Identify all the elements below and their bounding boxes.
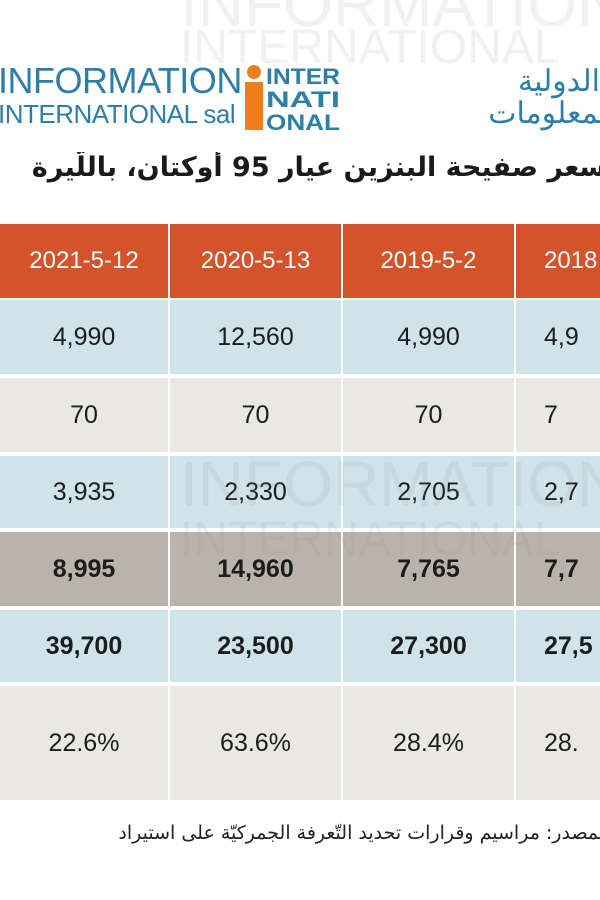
table-header-row: 2021-5-12 2020-5-13 2019-5-2 2018 bbox=[0, 224, 600, 298]
table-cell: 28. bbox=[544, 728, 579, 757]
column-divider bbox=[341, 456, 343, 528]
table-cell: 28.4% bbox=[393, 728, 464, 757]
table-cell: 4,9 bbox=[544, 322, 579, 351]
table-cell: 2,7 bbox=[544, 477, 579, 506]
table-cell: 14,960 bbox=[217, 554, 294, 583]
table-cell: 70 bbox=[414, 400, 443, 429]
table-cell: 2,330 bbox=[224, 477, 287, 506]
svg-text:INTER: INTER bbox=[266, 64, 340, 89]
table-cell: 27,300 bbox=[390, 631, 467, 660]
table-cell: 63.6% bbox=[220, 728, 291, 757]
column-divider bbox=[514, 532, 516, 606]
price-table: 2021-5-12 2020-5-13 2019-5-2 2018 4,990 12,56… bbox=[0, 224, 600, 802]
table-cell: 2,705 bbox=[397, 477, 460, 506]
table-cell: 4,990 bbox=[52, 322, 116, 351]
column-divider bbox=[168, 378, 170, 452]
table-cell: 8,995 bbox=[52, 554, 116, 583]
brand-en-line1: INFORMATION bbox=[0, 60, 242, 101]
brand-name-english: INFORMATION INTERNATIONAL sal bbox=[0, 60, 242, 129]
table-row: 3,935 2,330 2,705 2,7 bbox=[0, 456, 600, 528]
table-row: 4,990 12,560 4,990 4,9 bbox=[0, 300, 600, 374]
table-cell: 3,935 bbox=[52, 477, 116, 506]
table-cell: 70 bbox=[70, 400, 98, 429]
svg-text:ONAL: ONAL bbox=[266, 110, 340, 132]
table-row: 8,995 14,960 7,765 7,7 bbox=[0, 532, 600, 606]
column-divider bbox=[168, 610, 170, 682]
page-title-text: سعر صفيحة البنزين عيار 95 أوكتان، باللّي… bbox=[31, 152, 600, 183]
column-divider bbox=[514, 456, 516, 528]
header: INFORMATION INTERNATIONAL sal INTER NATI… bbox=[0, 0, 600, 140]
page-title: سعر صفيحة البنزين عيار 95 أوكتان، باللّي… bbox=[0, 152, 600, 198]
table-cell: 4,990 bbox=[397, 322, 460, 351]
brand-en-line2: INTERNATIONAL sal bbox=[0, 99, 236, 129]
table-header-cell: 2021-5-12 bbox=[29, 247, 139, 274]
table-row: 39,700 23,500 27,300 27,5 bbox=[0, 610, 600, 682]
brand-ar-line2: للمعلومات bbox=[488, 96, 600, 131]
column-divider bbox=[168, 456, 170, 528]
table-cell: 39,700 bbox=[45, 631, 123, 660]
column-divider bbox=[168, 686, 170, 800]
table-header-cell: 2018 bbox=[544, 247, 598, 274]
table-cell: 7,765 bbox=[397, 554, 460, 583]
table-header-cell: 2020-5-13 bbox=[200, 247, 311, 274]
column-divider bbox=[514, 686, 516, 800]
table-cell: 27,5 bbox=[544, 631, 593, 660]
source-note-text: المصدر: مراسيم وقرارات تحديد التّعرفة ال… bbox=[118, 822, 600, 844]
column-divider bbox=[341, 300, 343, 374]
table-header-cell: 2019-5-2 bbox=[380, 247, 477, 274]
column-divider bbox=[168, 532, 170, 606]
brand-ar-line1: الدولية bbox=[518, 64, 600, 99]
column-divider bbox=[341, 378, 343, 452]
column-divider bbox=[168, 300, 170, 374]
logo-icon: INTER NATI ONAL bbox=[240, 62, 342, 132]
table-cell: 23,500 bbox=[217, 631, 294, 660]
column-divider bbox=[514, 224, 516, 298]
table-cell: 22.6% bbox=[48, 728, 120, 757]
brand-name-arabic: الدولية للمعلومات bbox=[346, 66, 600, 132]
table-cell: 7,7 bbox=[544, 554, 579, 583]
column-divider bbox=[168, 224, 170, 298]
table-row: 70 70 70 7 bbox=[0, 378, 600, 452]
svg-text:NATI: NATI bbox=[266, 87, 340, 112]
column-divider bbox=[514, 378, 516, 452]
source-note: المصدر: مراسيم وقرارات تحديد التّعرفة ال… bbox=[0, 818, 600, 854]
column-divider bbox=[341, 610, 343, 682]
column-divider bbox=[341, 532, 343, 606]
table-cell: 12,560 bbox=[217, 322, 294, 351]
column-divider bbox=[514, 610, 516, 682]
table-cell: 7 bbox=[544, 400, 558, 429]
column-divider bbox=[341, 686, 343, 800]
table-cell: 70 bbox=[241, 400, 270, 429]
column-divider bbox=[514, 300, 516, 374]
column-divider bbox=[341, 224, 343, 298]
table-row: 22.6% 63.6% 28.4% 28. bbox=[0, 686, 600, 800]
